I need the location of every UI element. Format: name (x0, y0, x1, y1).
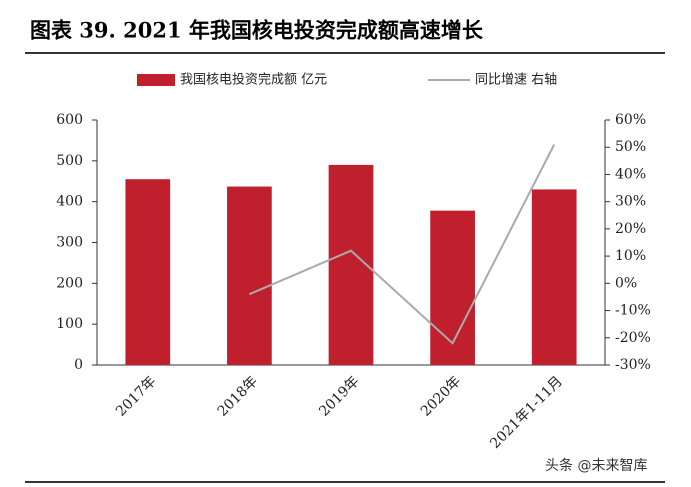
y2-tick-label: -20% (615, 330, 651, 346)
y2-tick-label: -10% (615, 303, 651, 319)
y-tick-label: 600 (56, 112, 83, 128)
x-tick-label: 2021年1-11月 (487, 373, 566, 452)
legend-label: 我国核电投资完成额 亿元 (180, 72, 327, 88)
y2-tick-label: -30% (615, 357, 651, 373)
y2-tick-label: 10% (615, 248, 646, 264)
chart-title: 图表 39. 2021 年我国核电投资完成额高速增长 (30, 18, 484, 43)
y2-tick-label: 50% (615, 139, 646, 155)
y2-tick-label: 0% (615, 275, 637, 291)
y-tick-label: 500 (56, 153, 83, 169)
bar (531, 189, 577, 365)
y2-tick-label: 20% (615, 221, 646, 237)
x-tick-label: 2018年 (215, 373, 261, 419)
x-tick-label: 2020年 (418, 373, 464, 419)
bar (125, 179, 171, 365)
x-tick-label: 2019年 (316, 373, 362, 419)
y2-tick-label: 30% (615, 194, 646, 210)
y-tick-label: 0 (74, 357, 83, 373)
y-tick-label: 200 (56, 275, 83, 291)
line (249, 144, 556, 345)
watermark: 头条 @未来智库 (545, 457, 647, 474)
bar (227, 186, 272, 365)
y-tick-label: 300 (56, 235, 83, 251)
y2-tick-label: 60% (615, 112, 646, 128)
bar (430, 210, 475, 365)
x-tick-label: 2017年 (113, 373, 159, 419)
y-tick-label: 100 (56, 316, 83, 332)
y2-tick-label: 40% (615, 166, 646, 182)
legend-swatch (137, 74, 175, 86)
y-tick-label: 400 (56, 194, 83, 210)
legend-label: 同比增速 右轴 (475, 73, 557, 88)
